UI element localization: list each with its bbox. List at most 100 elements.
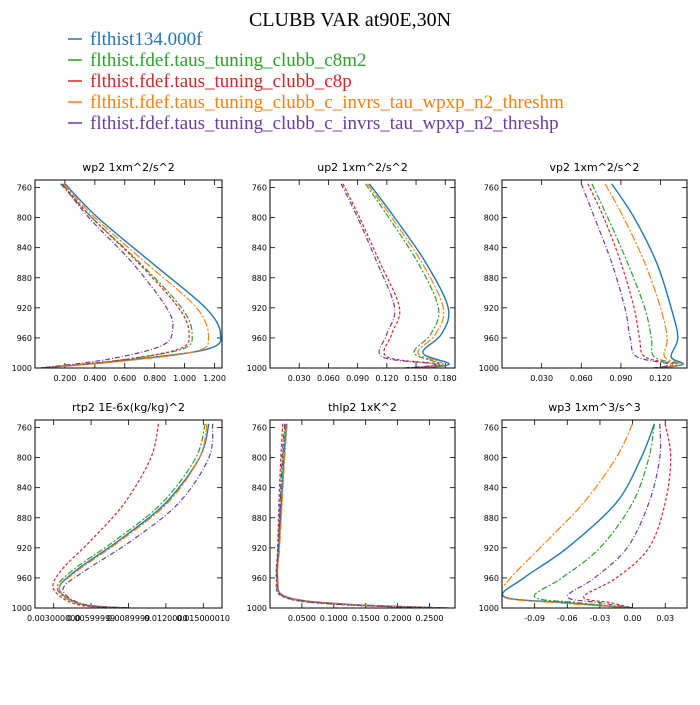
series-group [580,183,684,368]
x-tick-label: 0.090 [346,374,369,383]
x-tick-label: 0.030 [288,374,311,383]
panel-title: thlp2 1xK^2 [328,401,397,414]
series-line [58,423,208,608]
series-line [502,423,656,608]
y-tick-label: 840 [252,244,267,253]
x-tick-label: 0.150 [405,374,428,383]
y-tick-label: 840 [17,244,32,253]
y-tick-label: 1000 [247,364,267,373]
series-line [533,423,655,608]
panel-title: wp3 1xm^3/s^3 [548,401,641,414]
y-tick-label: 880 [17,274,32,283]
y-tick-label: 960 [17,574,32,583]
y-tick-label: 760 [484,184,499,193]
y-tick-label: 1000 [247,604,267,613]
x-tick-label: 0.1000 [320,614,348,623]
plot-frame [501,179,688,369]
x-tick-label: 0.120 [375,374,398,383]
y-tick-label: 880 [252,274,267,283]
legend-label: flthist.fdef.taus_tuning_clubb_c8p [90,71,352,92]
y-tick-label: 760 [252,424,267,433]
series-line [364,183,442,368]
y-tick-label: 840 [484,244,499,253]
x-tick-label: -0.09 [524,614,545,623]
plot-frame [269,419,456,609]
legend-label: flthist.fdef.taus_tuning_clubb_c8m2 [90,50,367,71]
x-tick-label: 0.090 [609,374,632,383]
series-line [40,183,210,368]
series-line [587,183,675,368]
x-tick-label: 0.200 [53,374,76,383]
y-tick-label: 880 [484,514,499,523]
series-line [591,183,679,368]
series-line [276,423,449,608]
y-tick-label: 880 [17,514,32,523]
y-tick-label: 960 [484,334,499,343]
x-tick-label: 0.00 [624,614,642,623]
y-tick-label: 800 [17,214,32,223]
y-tick-label: 1000 [12,604,32,613]
series-line [58,423,210,608]
y-tick-label: 760 [252,184,267,193]
x-tick-label: 0.00599999 [67,614,115,623]
y-tick-label: 800 [484,214,499,223]
series-group [340,183,450,368]
x-tick-label: -0.06 [557,614,578,623]
panel-title: rtp2 1E-6x(kg/kg)^2 [72,401,185,414]
series-line [40,183,190,368]
x-tick-label: 0.060 [570,374,593,383]
panels: wp2 1xm^2/s^2 760 800 840 880 920 960 1000 0.200… [12,161,688,623]
legend: flthist134.000fflthist.fdef.taus_tuning_… [68,29,564,134]
x-tick-label: 0.120 [649,374,672,383]
x-tick-label: 0.030 [530,374,553,383]
y-tick-label: 880 [484,274,499,283]
panel-title: wp2 1xm^2/s^2 [82,161,175,174]
plot-frame [269,179,456,369]
chart-panel: wp3 1xm^3/s^3 760 800 840 880 920 960 1000 -0.09… [479,401,688,623]
x-tick-label: 1.000 [173,374,196,383]
x-tick-label: 1.200 [203,374,226,383]
series-line [604,183,682,368]
panel-title: vp2 1xm^2/s^2 [549,161,639,174]
panel-title: up2 1xm^2/s^2 [317,161,408,174]
series-line [40,183,193,368]
y-tick-label: 880 [252,514,267,523]
series-line [56,423,206,608]
y-tick-label: 920 [484,544,499,553]
y-tick-label: 1000 [479,364,499,373]
y-tick-label: 840 [17,484,32,493]
y-tick-label: 960 [484,574,499,583]
y-tick-label: 960 [17,334,32,343]
series-line [62,423,214,608]
series-line [40,183,174,368]
x-tick-label: 0.015000010 [177,614,230,623]
series-group [40,183,222,368]
x-tick-label: 0.180 [434,374,457,383]
x-tick-label: 0.400 [83,374,106,383]
y-tick-label: 840 [252,484,267,493]
chart-panel: wp2 1xm^2/s^2 760 800 840 880 920 960 1000 0.200… [12,161,226,383]
x-tick-label: 0.2500 [415,614,443,623]
y-tick-label: 920 [252,544,267,553]
series-line [276,423,440,608]
chart-panel: thlp2 1xK^2 760 800 840 880 920 960 1000 0.0500 0… [247,401,456,623]
y-tick-label: 960 [252,334,267,343]
x-tick-label: 0.060 [317,374,340,383]
x-tick-label: 0.600 [113,374,136,383]
y-tick-label: 800 [252,454,267,463]
x-tick-label: 0.003000000 [27,614,80,623]
series-line [502,423,634,608]
y-tick-label: 1000 [479,604,499,613]
series-line [583,423,672,608]
legend-label: flthist134.000f [90,29,203,50]
series-line [276,423,443,608]
x-tick-label: 0.03 [656,614,674,623]
x-tick-label: 0.2000 [384,614,412,623]
series-line [566,423,662,608]
series-group [52,423,214,608]
y-tick-label: 920 [252,304,267,313]
chart-panel: rtp2 1E-6x(kg/kg)^2 760 800 840 880 920 960 100… [12,401,230,623]
series-line [340,183,437,368]
y-tick-label: 1000 [12,364,32,373]
